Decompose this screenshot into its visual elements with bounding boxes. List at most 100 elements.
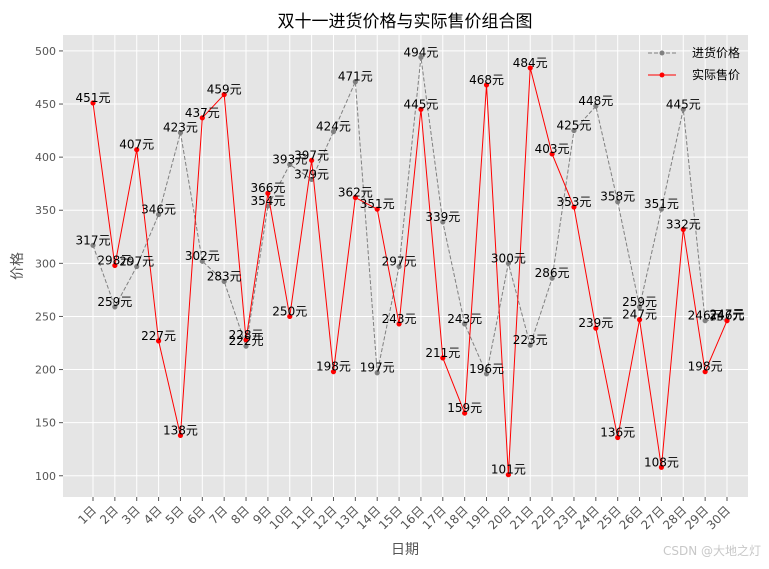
series-0-point [287, 161, 293, 168]
series-1-value-label: 108元 [644, 455, 679, 469]
x-tick-label: 16日 [398, 503, 427, 532]
legend-label-sale: 实际售价 [692, 67, 740, 82]
series-0-point [593, 103, 599, 109]
series-1-value-label: 397元 [294, 148, 329, 162]
series-0-point [571, 127, 577, 134]
x-tick-label: 18日 [442, 503, 471, 532]
series-1-point [418, 106, 424, 112]
series-0-value-label: 494元 [403, 45, 438, 59]
series-0-point [396, 263, 402, 270]
series-line-0 [92, 57, 728, 376]
series-1-value-label: 228元 [229, 328, 264, 342]
y-tick-label: 100 [35, 470, 56, 483]
series-1-value-label: 332元 [666, 217, 701, 231]
series-0-value-label: 471元 [338, 70, 373, 84]
series-1-value-label: 298元 [97, 253, 132, 267]
series-1-point [309, 157, 315, 163]
y-tick-label: 150 [35, 417, 56, 430]
series-0-value-label: 424元 [316, 120, 351, 134]
series-1-value-label: 198元 [316, 360, 351, 374]
series-0-point [483, 371, 490, 377]
series-0-value-label: 302元 [185, 249, 220, 263]
series-1-point [177, 432, 184, 438]
series-1-point [112, 262, 118, 269]
x-axis-label: 日期 [391, 542, 419, 558]
series-1-value-label: 101元 [491, 463, 526, 477]
series-0-value-label: 259元 [97, 295, 132, 309]
x-tick-label: 15日 [376, 503, 405, 532]
series-1-point [374, 206, 380, 212]
series-1-value-label: 246元 [710, 309, 745, 323]
series-0-point [199, 258, 205, 264]
legend-marker-sale [659, 72, 665, 78]
series-0-point [155, 211, 162, 218]
series-1-point [221, 91, 227, 98]
series-1-value-label: 136元 [600, 426, 635, 440]
series-1-point [505, 472, 511, 478]
series-0-value-label: 196元 [469, 362, 504, 376]
series-1-value-label: 468元 [469, 73, 504, 87]
series-1-point [440, 355, 446, 361]
series-0-value-label: 445元 [666, 97, 701, 111]
x-tick-label: 29日 [682, 503, 711, 532]
series-0-value-label: 393元 [272, 153, 307, 167]
series-0-value-label: 317元 [76, 233, 111, 247]
series-1-value-label: 366元 [250, 181, 285, 195]
series-0-point [440, 219, 446, 225]
x-tick-label: 13日 [332, 503, 361, 532]
series-1-value-label: 407元 [119, 138, 154, 152]
series-1-value-label: 243元 [382, 312, 417, 326]
x-tick-label: 7日 [207, 503, 231, 527]
x-tick-label: 14日 [354, 503, 383, 532]
series-1-value-label: 211元 [425, 346, 460, 360]
series-0-value-label: 300元 [491, 251, 526, 265]
series-1-point [702, 369, 708, 375]
series-1-point [352, 194, 358, 201]
series-1-point [615, 434, 621, 441]
series-0-value-label: 297元 [119, 255, 154, 269]
watermark: CSDN @大地之灯 [662, 544, 761, 558]
chart-title: 双十一进货价格与实际售价组合图 [278, 12, 533, 32]
y-tick-label: 300 [35, 257, 56, 270]
series-1-value-label: 437元 [185, 106, 220, 120]
series-1-point [243, 337, 249, 343]
series-1-point [265, 190, 271, 196]
x-tick-label: 5日 [163, 503, 187, 527]
x-tick-label: 8日 [228, 503, 252, 527]
series-1-point [90, 100, 96, 106]
series-1-point [658, 464, 665, 470]
series-0-value-label: 448元 [578, 94, 613, 108]
legend-marker-purchase [659, 50, 665, 56]
series-0-value-label: 297元 [382, 255, 417, 269]
x-tick-label: 17日 [420, 503, 449, 532]
series-0-value-label: 247元 [710, 308, 745, 322]
legend-label-purchase: 进货价格 [692, 45, 740, 60]
series-0-value-label: 379元 [294, 167, 329, 181]
series-0-point [658, 206, 665, 212]
series-1-value-label: 403元 [535, 142, 570, 156]
series-0-value-label: 354元 [250, 194, 285, 208]
series-0-point [615, 199, 621, 205]
series-1-point [636, 317, 643, 323]
series-0-point [134, 263, 140, 270]
series-1-point [396, 321, 402, 327]
data-label-layer: 317元 259元 297元 346元 423元 302元 283元 222元 354元 393元… [76, 45, 745, 476]
series-1-point [593, 325, 599, 331]
series-0-value-label: 283元 [207, 269, 242, 283]
series-0-point [309, 176, 315, 183]
series-0-point [702, 318, 708, 324]
series-1-point [549, 151, 555, 157]
x-tick-label: 10日 [267, 503, 296, 532]
y-tick-label: 200 [35, 364, 56, 377]
series-0-point [330, 129, 337, 135]
series-1-point [330, 369, 337, 375]
y-axis-label: 价格 [10, 252, 26, 280]
series-0-point [177, 130, 184, 136]
series-1-value-label: 351元 [360, 197, 395, 211]
x-tick-label: 2日 [97, 503, 121, 527]
series-1-value-label: 239元 [578, 316, 613, 330]
series-0-value-label: 223元 [513, 333, 548, 347]
x-tick-label: 21日 [507, 503, 536, 532]
x-tick-label: 3日 [119, 503, 143, 527]
